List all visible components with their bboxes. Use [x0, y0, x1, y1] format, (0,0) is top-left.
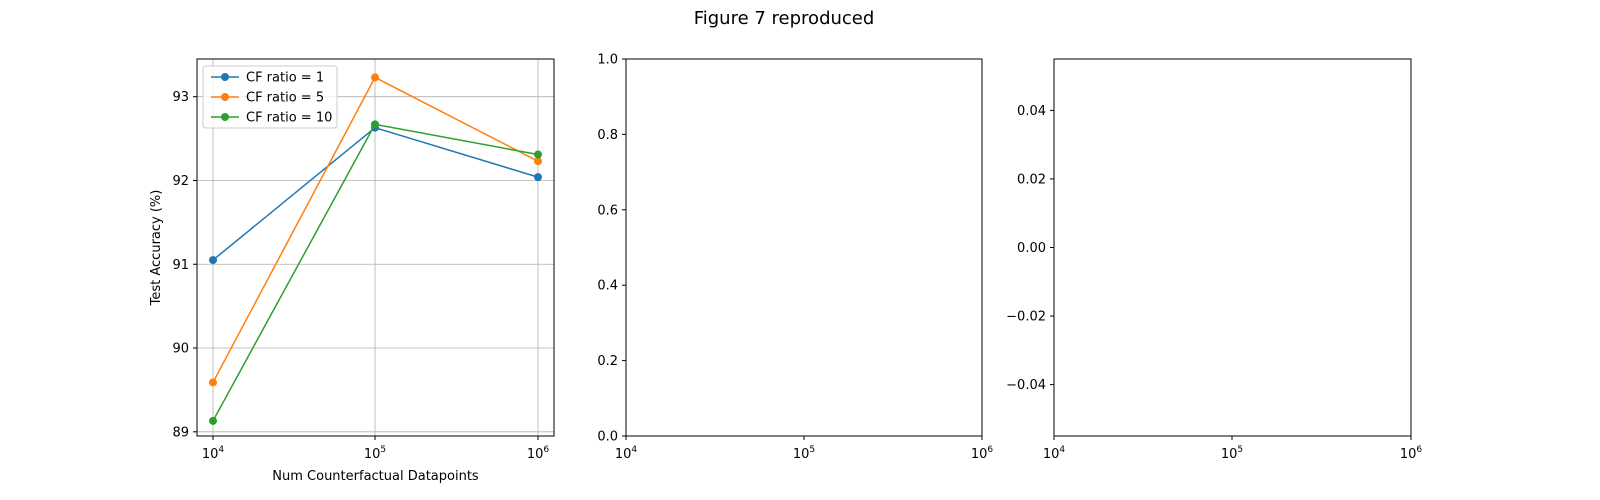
y-tick-label: 0.00 — [1017, 241, 1046, 256]
y-tick-label: 91 — [172, 258, 189, 273]
data-point — [534, 150, 542, 159]
y-tick-label: 0.02 — [1017, 172, 1046, 187]
x-tick-label: 106 — [527, 445, 550, 462]
y-tick-label: 0.0 — [597, 430, 618, 445]
y-tick-label: 92 — [172, 174, 189, 189]
subplot-3: 104 105 106 −0.04 −0.02 0.00 0.02 0.04 — [1006, 58, 1423, 462]
axes-frame — [625, 58, 983, 437]
data-point — [209, 378, 217, 387]
y-tick-label: 0.4 — [597, 279, 618, 294]
subplots: 104 105 106 89 90 91 92 93 Num Counterfactual Da… — [149, 53, 1422, 485]
data-point — [371, 73, 379, 82]
x-tick-label: 104 — [1043, 445, 1066, 462]
data-point — [534, 173, 542, 182]
legend-label: CF ratio = 10 — [246, 111, 332, 126]
data-point — [371, 120, 379, 129]
legend-box — [202, 65, 338, 129]
y-tick-label: −0.02 — [1006, 310, 1046, 325]
x-axis-label: Num Counterfactual Datapoints — [272, 469, 479, 484]
figure-title: Figure 7 reproduced — [694, 8, 875, 29]
y-tick-label: 0.04 — [1017, 104, 1046, 119]
x-tick-label: 104 — [615, 445, 638, 462]
x-tick-label: 106 — [1400, 445, 1423, 462]
y-tick-label: 0.8 — [597, 128, 618, 143]
x-tick-label: 104 — [202, 445, 225, 462]
legend-swatch-marker — [221, 73, 229, 81]
x-tick-label: 105 — [364, 445, 386, 462]
legend-label: CF ratio = 1 — [246, 71, 324, 86]
y-tick-label: 0.6 — [597, 203, 618, 218]
x-tick-label: 105 — [1221, 445, 1243, 462]
x-tick-label: 106 — [971, 445, 994, 462]
data-point — [209, 416, 217, 425]
subplot-2: 104 105 106 0.0 0.2 0.4 0.6 0.8 1.0 — [597, 53, 993, 463]
series-line-3 — [212, 123, 539, 422]
legend-swatch-marker — [221, 93, 229, 101]
subplot-1: 104 105 106 89 90 91 92 93 Num Counterfactual Da… — [149, 58, 555, 484]
legend-swatch-marker — [221, 113, 229, 121]
data-point — [209, 256, 217, 265]
y-tick-label: 1.0 — [597, 53, 618, 68]
y-tick-label: 93 — [172, 90, 189, 105]
series-line-1 — [212, 126, 539, 261]
x-tick-label: 105 — [793, 445, 815, 462]
y-tick-label: −0.04 — [1006, 378, 1046, 393]
axes-frame — [1053, 58, 1412, 437]
y-tick-label: 0.2 — [597, 354, 618, 369]
data-point — [534, 157, 542, 166]
legend-label: CF ratio = 5 — [246, 91, 324, 106]
y-tick-label: 89 — [172, 425, 189, 440]
y-tick-label: 90 — [172, 342, 189, 357]
y-axis-label: Test Accuracy (%) — [149, 190, 164, 307]
